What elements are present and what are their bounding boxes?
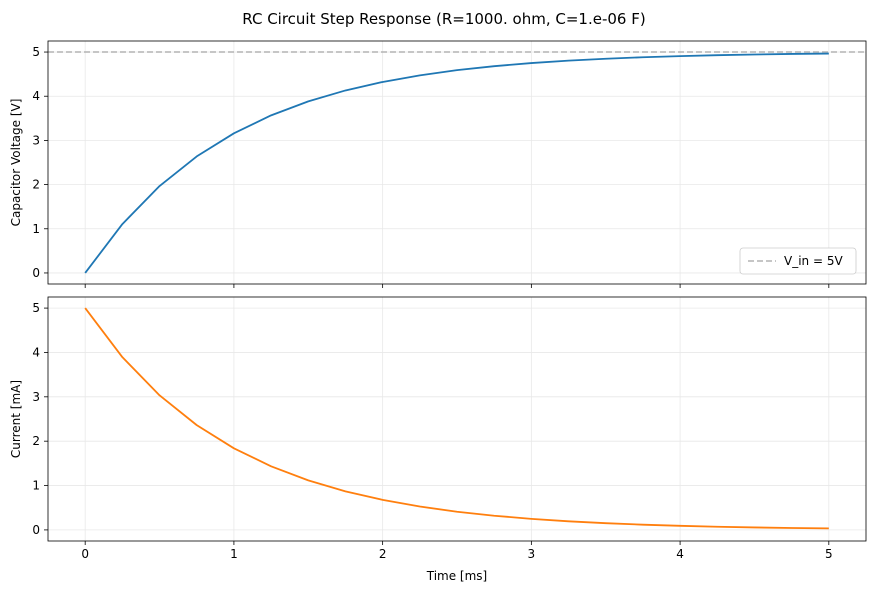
- y-tick-label: 2: [32, 434, 40, 448]
- x-tick-label: 4: [676, 547, 684, 561]
- voltage-panel: 0 1 2 3 4 5 Capacitor Voltage [V] V_in = 5V: [9, 40, 867, 288]
- current-panel: 0 1 2 3 4 5 0 1 2 3 4 5 Current [mA] Time [ms]: [9, 296, 867, 583]
- y-axis-label: Current [mA]: [9, 380, 23, 458]
- y-tick-label: 0: [32, 523, 40, 537]
- series-line: [84, 307, 829, 530]
- y-tick-label: 3: [32, 390, 40, 404]
- y-tick-label: 2: [32, 178, 40, 192]
- y-tick-label: 1: [32, 222, 40, 236]
- legend-label: V_in = 5V: [784, 254, 843, 268]
- x-axis-label: Time [ms]: [426, 569, 488, 583]
- y-tick-label: 4: [32, 345, 40, 359]
- axes-frame: [47, 40, 867, 285]
- x-tick-label: 2: [379, 547, 387, 561]
- figure-title: RC Circuit Step Response (R=1000. ohm, C…: [242, 10, 645, 28]
- series-line: [84, 52, 829, 274]
- y-tick-label: 5: [32, 45, 40, 59]
- x-tick-label: 5: [825, 547, 833, 561]
- y-tick-label: 3: [32, 133, 40, 147]
- y-tick-label: 4: [32, 89, 40, 103]
- y-axis-label: Capacitor Voltage [V]: [9, 99, 23, 227]
- x-tick-label: 0: [81, 547, 89, 561]
- x-tick-label: 3: [528, 547, 536, 561]
- legend-box: [739, 247, 857, 275]
- y-tick-label: 1: [32, 479, 40, 493]
- x-tick-label: 1: [230, 547, 238, 561]
- axes-frame: [47, 296, 867, 542]
- y-tick-label: 5: [32, 301, 40, 315]
- y-tick-label: 0: [32, 266, 40, 280]
